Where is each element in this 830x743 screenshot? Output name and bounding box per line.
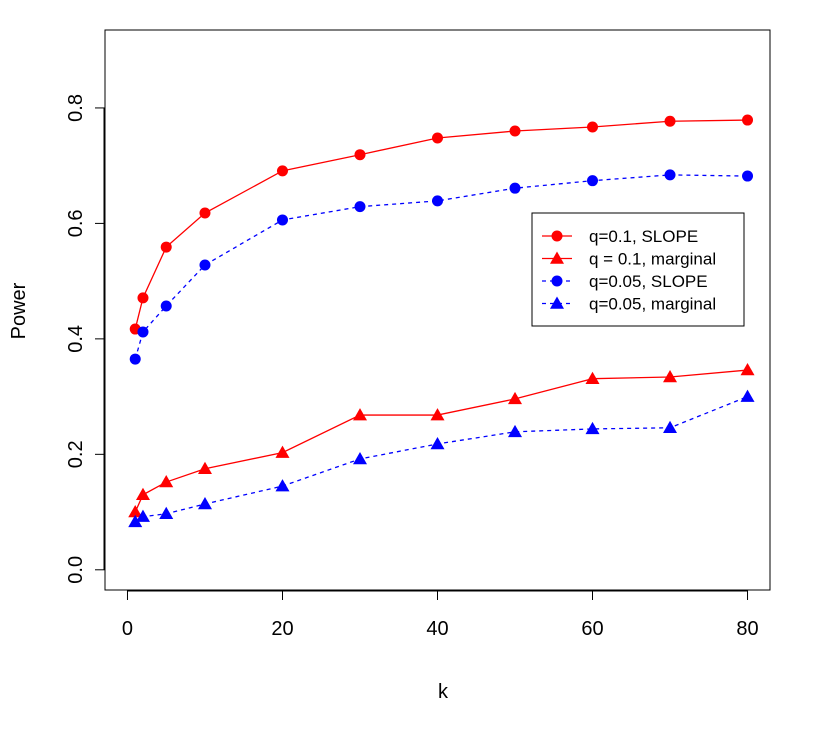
x-tick-label: 80 [736,618,758,640]
data-point [352,408,367,421]
legend-marker [551,230,563,242]
data-point [585,421,600,435]
data-point [137,326,149,338]
data-point [740,363,755,376]
data-point [275,445,290,458]
x-tick-label: 60 [581,618,603,640]
data-point [432,132,443,144]
series-2 [129,169,754,365]
data-point [663,420,678,434]
y-tick-label: 0.4 [65,325,87,353]
legend-marker [551,275,563,287]
data-point [354,201,366,213]
data-point [354,149,366,161]
legend-label: q = 0.1, marginal [589,250,716,269]
series-line [134,369,748,513]
data-point [128,514,143,528]
data-point [135,509,150,522]
data-point [197,461,212,475]
legend-label: q=0.05, marginal [589,295,716,314]
legend-label: q=0.1, SLOPE [589,227,698,246]
x-tick-label: 20 [271,618,293,640]
legend-box [531,212,745,327]
data-point [430,436,445,450]
data-point [509,125,521,137]
y-axis-label: Power [8,282,30,339]
y-tick-label: 0.0 [65,556,87,584]
data-point [135,487,150,500]
data-point [129,353,141,365]
data-point [663,369,678,383]
data-point [197,496,212,510]
series-3 [128,389,755,528]
legend: q=0.1, SLOPE q = 0.1, marginal q=0.05, SLO… [531,212,745,327]
data-point [664,115,676,127]
x-tick-label: 40 [426,618,448,640]
y-tick-label: 0.6 [65,209,87,237]
data-point [137,292,149,304]
data-point [742,114,754,126]
data-point [128,505,143,518]
x-tick-label: 0 [122,618,133,640]
data-point [664,169,676,181]
x-axis-label: k [438,681,449,703]
data-point [352,451,367,465]
data-point [159,475,174,488]
legend-marker [550,296,564,309]
data-point [160,241,172,253]
data-point [587,121,599,133]
series-0 [129,114,754,335]
data-point [199,259,211,271]
legend-marker [550,251,564,264]
data-point [430,408,445,421]
series-1 [128,363,755,518]
legend-label: q=0.05, SLOPE [589,272,708,291]
data-point [509,182,521,194]
y-tick-label: 0.8 [65,94,87,122]
data-point [159,506,174,520]
data-point [432,195,443,207]
data-point [508,424,523,438]
data-point [587,175,599,187]
data-point [508,391,523,405]
data-point [276,214,288,226]
series-line [134,174,748,360]
data-point [199,207,211,219]
data-point [742,170,754,182]
data-point [275,479,290,492]
data-point [276,165,288,177]
data-point [585,371,600,384]
data-point [740,389,755,402]
y-tick-label: 0.2 [65,440,87,468]
data-point [160,300,172,312]
